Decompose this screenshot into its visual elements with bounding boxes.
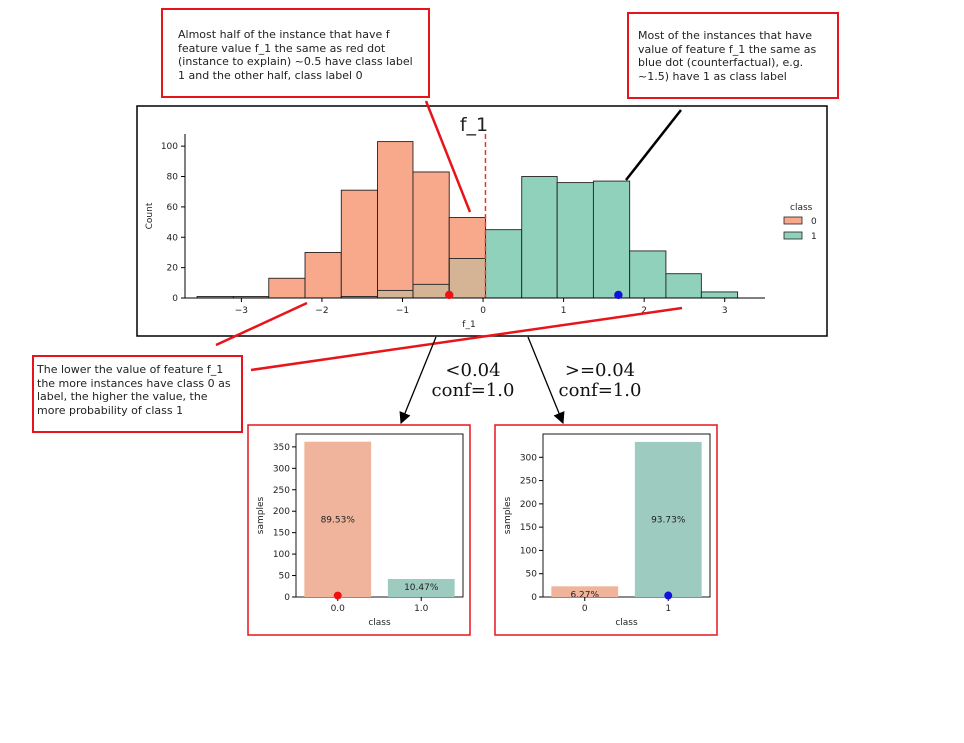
hist-bar-top-4 <box>341 190 378 297</box>
histogram-chart: 0 20 40 60 80 100 −3 −2 −1 0 1 2 3 f_1 Count class 0 1 <box>145 134 817 330</box>
annotation-bottom-left-text: The lower the value of feature f_1 the m… <box>37 363 231 417</box>
counterfactual-dot <box>614 290 623 300</box>
right-bar-chart-box <box>494 424 718 636</box>
left-bar-chart-box <box>247 424 471 636</box>
hist-bar-top-7 <box>449 217 486 259</box>
left-chart-bar-label-0: 89.53% <box>321 515 356 525</box>
left-chart-y-tick-label: 150 <box>273 529 290 539</box>
top-left-pointer-line <box>424 100 472 213</box>
hist-bar-10 <box>557 182 594 298</box>
hist-bar-overlap-7 <box>449 258 486 298</box>
split-arrow-left <box>399 336 437 425</box>
right-chart-y-axis-label: samples <box>503 496 513 534</box>
top-right-pointer-line <box>625 109 682 181</box>
split-arrow-right <box>527 336 565 425</box>
right-chart-y-tick-label: 300 <box>520 453 537 463</box>
split-left-confidence: conf=1.0 <box>432 380 515 401</box>
left-chart-bar-1 <box>387 578 455 597</box>
right-chart-bar-1 <box>634 441 702 597</box>
legend-title: class <box>790 203 813 213</box>
right-chart-y-tick-label: 50 <box>526 570 538 580</box>
annotation-top-right: Most of the instances that have value of… <box>627 12 839 99</box>
left-chart-y-tick-label: 350 <box>273 443 290 453</box>
right-chart-plot-area <box>542 433 711 598</box>
histogram-title: f_1 <box>460 114 488 136</box>
left-chart-dot <box>333 591 342 600</box>
legend-label-class1: 1 <box>811 232 817 242</box>
right-chart-x-tick-label-0: 0 <box>582 604 588 614</box>
annotation-top-left: Almost half of the instance that have f … <box>161 8 430 98</box>
split-right-label: >=0.04 <box>565 360 635 381</box>
hist-bar-3 <box>305 252 342 298</box>
left-chart-y-tick-label: 100 <box>273 550 290 560</box>
hist-y-tick-label: 60 <box>167 203 179 213</box>
hist-bar-2 <box>268 278 306 298</box>
legend-swatch-class1 <box>783 231 803 240</box>
left-chart-bar-0 <box>304 441 372 597</box>
annotation-bottom-left: The lower the value of feature f_1 the m… <box>32 355 243 433</box>
right-bar-chart: 6.27% 0 93.73% 1 0 50 100 150 200 250 300 class samp… <box>503 433 711 628</box>
hist-x-tick-label: −1 <box>396 306 409 316</box>
left-chart-x-tick-label-0: 0.0 <box>331 604 346 614</box>
right-chart-y-tick-label: 250 <box>520 477 537 487</box>
right-chart-y-tick-label: 150 <box>520 523 537 533</box>
split-right-confidence: conf=1.0 <box>559 380 642 401</box>
hist-x-tick-label: −2 <box>315 306 328 316</box>
hist-x-tick-label: 3 <box>722 306 728 316</box>
legend-label-class0: 0 <box>811 217 817 227</box>
hist-x-tick-label: 1 <box>561 306 567 316</box>
right-chart-bar-label-1: 93.73% <box>651 515 686 525</box>
hist-x-tick-label: −3 <box>235 306 248 316</box>
legend-swatch-class0 <box>783 216 803 225</box>
right-chart-dot <box>664 591 673 600</box>
annotation-top-right-text: Most of the instances that have value of… <box>638 29 817 83</box>
hist-y-tick-label: 40 <box>167 233 179 243</box>
bottom-left-pointer-line-b <box>250 306 683 372</box>
hist-bar-11 <box>593 181 630 298</box>
left-chart-y-tick-label: 250 <box>273 486 290 496</box>
annotation-top-left-text: Almost half of the instance that have f … <box>178 28 413 82</box>
left-chart-x-axis-label: class <box>368 618 391 628</box>
left-bar-chart: 89.53% 0.0 10.47% 1.0 0 50 100 150 200 250 300 350 c… <box>256 433 464 628</box>
hist-bar-top-6 <box>412 171 450 285</box>
hist-bar-8 <box>485 229 522 298</box>
hist-bar-0 <box>197 296 234 298</box>
right-chart-bar-label-0: 6.27% <box>570 590 599 600</box>
hist-bar-14 <box>701 291 738 298</box>
hist-bar-top-5 <box>377 141 413 291</box>
instance-to-explain-dot <box>445 290 454 300</box>
right-chart-y-tick-label: 200 <box>520 500 537 510</box>
left-chart-bar-label-1: 10.47% <box>404 583 439 593</box>
hist-bar-13 <box>665 273 702 298</box>
hist-x-tick-label: 2 <box>641 306 647 316</box>
hist-y-tick-label: 20 <box>167 264 179 274</box>
right-chart-x-tick-label-1: 1 <box>665 604 671 614</box>
hist-y-axis-label: Count <box>145 202 155 229</box>
left-chart-y-tick-label: 0 <box>284 593 290 603</box>
hist-y-tick-label: 80 <box>167 173 179 183</box>
hist-bar-1 <box>233 296 269 298</box>
hist-x-tick-label: 0 <box>480 306 486 316</box>
right-chart-y-tick-label: 100 <box>520 546 537 556</box>
left-chart-x-tick-label-1: 1.0 <box>414 604 429 614</box>
hist-bar-9 <box>521 176 558 298</box>
left-chart-y-axis-label: samples <box>256 496 266 534</box>
hist-bar-overlap-6 <box>412 284 450 298</box>
hist-y-tick-label: 0 <box>172 294 178 304</box>
left-chart-y-tick-label: 300 <box>273 464 290 474</box>
hist-bar-overlap-4 <box>341 296 378 298</box>
left-chart-plot-area <box>295 433 464 598</box>
left-chart-y-tick-label: 200 <box>273 507 290 517</box>
hist-bar-overlap-5 <box>377 290 413 298</box>
right-chart-bar-0 <box>551 586 619 597</box>
hist-x-axis-label: f_1 <box>462 320 475 330</box>
bottom-left-pointer-line-a <box>215 301 308 347</box>
hist-y-tick-label: 100 <box>161 142 178 152</box>
hist-bar-12 <box>629 250 666 298</box>
right-chart-y-tick-label: 0 <box>531 593 537 603</box>
right-chart-x-axis-label: class <box>615 618 638 628</box>
left-chart-y-tick-label: 50 <box>279 572 291 582</box>
split-left-label: <0.04 <box>445 360 500 381</box>
